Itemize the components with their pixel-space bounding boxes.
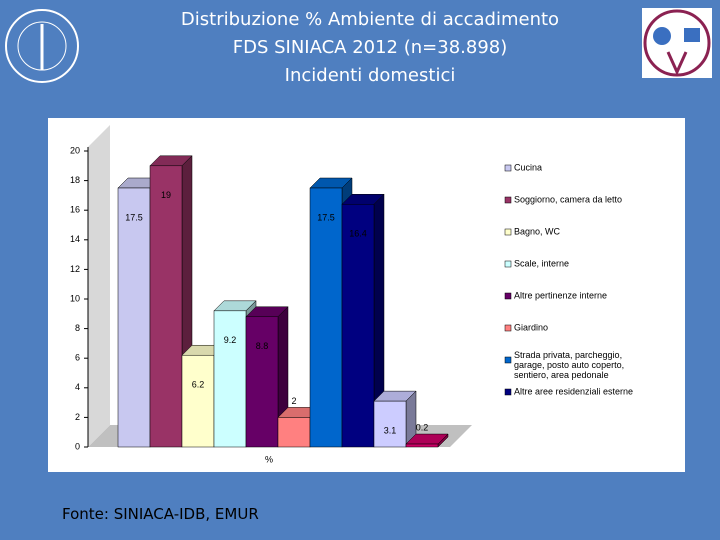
y-tick-label: 20 [70,145,80,155]
legend-label: Soggiorno, camera da letto [514,194,622,204]
logo-right [642,8,712,78]
bar [245,316,279,448]
bar [373,400,407,448]
legend-label: Scale, interne [514,258,569,268]
legend-label: Bagno, WC [514,226,561,236]
y-tick-label: 10 [70,293,80,303]
bar [117,187,151,448]
y-tick-label: 14 [70,234,80,244]
data-label: 0.2 [416,422,429,432]
source: Fonte: SINIACA-IDB, EMUR [62,505,259,523]
bar [213,310,247,448]
legend-swatch [504,324,512,332]
data-label: 19 [161,190,171,200]
legend-label: Giardino [514,322,548,332]
y-tick-label: 12 [70,264,80,274]
side-wall [88,125,110,447]
bar [277,417,311,448]
legend-label: Cucina [514,162,542,172]
legend-swatch [504,228,512,236]
title-line: Distribuzione % Ambiente di accadimento [180,9,560,30]
legend-swatch [504,292,512,300]
data-label: 17.5 [317,212,335,222]
bar [181,354,215,448]
title-line: FDS SINIACA 2012 (n=38.898) [232,37,508,58]
legend-swatch [504,260,512,268]
data-label: 17.5 [125,212,143,222]
logo-left [5,9,79,83]
y-tick-label: 4 [75,382,80,392]
x-axis-label: % [265,454,273,464]
bar [341,204,375,448]
data-label: 2 [291,396,296,406]
legend-label: Altre aree residenziali esterne [514,386,633,396]
title: Distribuzione % Ambiente di accadimento F… [120,6,620,90]
legend-label: Strada privata, parcheggio, garage, posto… [514,350,624,380]
bar [405,443,439,448]
legend-label: Altre pertinenze interne [514,290,607,300]
data-label: 6.2 [192,380,205,390]
bar [309,187,343,448]
data-label: 3.1 [384,425,397,435]
legend-swatch [504,356,512,364]
bar [149,165,183,448]
legend-swatch [504,164,512,172]
legend-swatch [504,388,512,396]
y-tick-label: 8 [75,323,80,333]
y-tick-label: 16 [70,205,80,215]
data-label: 8.8 [256,341,269,351]
y-tick-label: 0 [75,441,80,451]
y-tick-label: 2 [75,412,80,422]
data-label: 9.2 [224,335,237,345]
y-tick-label: 18 [70,175,80,185]
y-tick-label: 6 [75,353,80,363]
data-label: 16.4 [349,229,367,239]
title-line: Incidenti domestici [284,65,456,86]
legend-swatch [504,196,512,204]
